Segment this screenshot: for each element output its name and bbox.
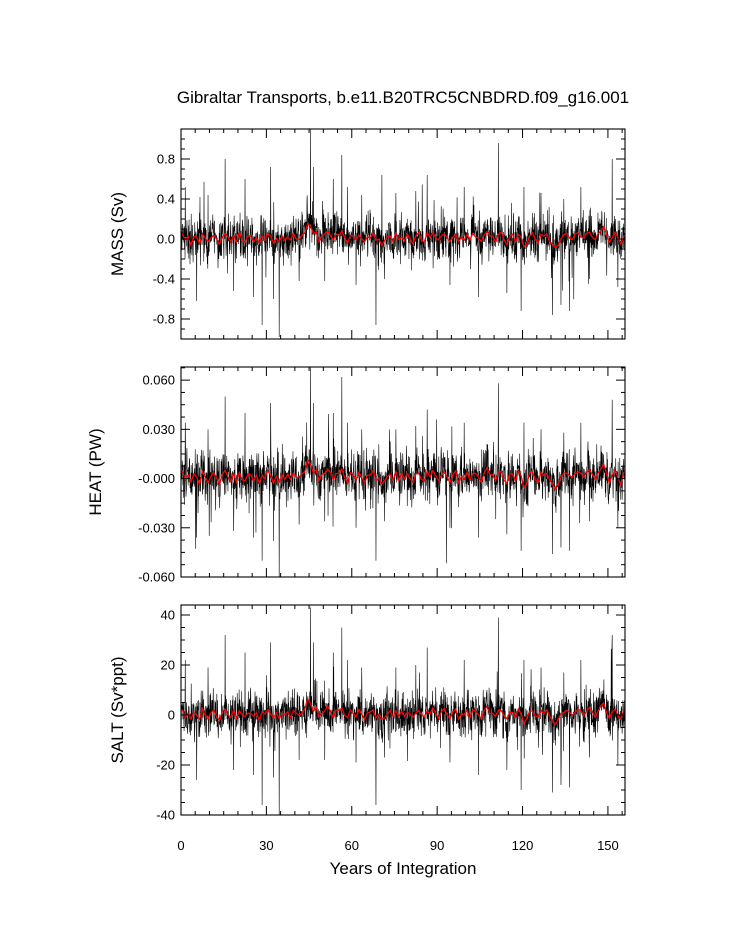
panel-heat-ytick-label: -0.060 (138, 570, 175, 585)
panel-heat-ytick-label: -0.000 (138, 471, 175, 486)
panel-heat-raw-series (181, 367, 625, 577)
panel-salt-ytick-label: 0 (168, 708, 175, 723)
panel-salt-raw-series (181, 607, 625, 815)
panel-salt-ytick-label: 20 (161, 658, 175, 673)
x-axis-label: Years of Integration (330, 859, 477, 878)
x-tick-label: 90 (430, 838, 444, 853)
x-tick-label: 60 (345, 838, 359, 853)
x-tick-label: 120 (512, 838, 534, 853)
x-tick-label: 0 (177, 838, 184, 853)
panel-heat-plot-area: 0.060 0.030 -0.000 -0.030 -0.060 (138, 366, 626, 585)
panel-salt: 40 20 0 -20 -40 SALT (Sv*ppt) (108, 604, 626, 823)
panel-salt-frame (180, 604, 626, 816)
panel-mass-ytick-label: 0.8 (157, 152, 175, 167)
panel-salt-ytick-label: -40 (156, 808, 175, 823)
panel-heat-frame (180, 366, 626, 578)
panel-heat: 0.060 0.030 -0.000 -0.030 -0.060 HEAT (PW) (86, 366, 626, 585)
panel-heat-ytick-label: -0.030 (138, 520, 175, 535)
panel-mass-ytick-label: 0.4 (157, 192, 175, 207)
panel-salt-ylabel: SALT (Sv*ppt) (108, 656, 127, 763)
panel-salt-smoothed-series (181, 697, 625, 726)
panel-mass-plot-area: 0.8 0.4 0.0 -0.4 -0.8 (153, 128, 626, 340)
panel-heat-ylabel: HEAT (PW) (86, 428, 105, 515)
panel-mass-smoothed-series (181, 222, 625, 249)
panel-salt-plot-area: 40 20 0 -20 -40 (156, 604, 626, 823)
panel-heat-ytick-label: 0.030 (142, 422, 175, 437)
panel-mass-raw-series (181, 129, 625, 338)
panel-heat-smoothed-series (181, 458, 625, 491)
panel-mass-frame (180, 128, 626, 340)
x-tick-label: 150 (597, 838, 619, 853)
panel-mass-ylabel: MASS (Sv) (108, 192, 127, 276)
x-tick-label: 30 (259, 838, 273, 853)
panel-mass-ytick-label: -0.4 (153, 272, 175, 287)
panel-mass: 0.8 0.4 0.0 -0.4 -0.8 MASS (Sv) (108, 128, 626, 340)
panel-mass-ytick-label: -0.8 (153, 312, 175, 327)
x-axis-tick-labels: 0 30 60 90 120 150 (177, 838, 618, 853)
panel-heat-ytick-label: 0.060 (142, 373, 175, 388)
chart-title: Gibraltar Transports, b.e11.B20TRC5CNBDR… (177, 88, 629, 107)
panel-salt-ytick-label: -20 (156, 758, 175, 773)
panel-mass-ytick-label: 0.0 (157, 232, 175, 247)
panel-salt-ytick-label: 40 (161, 608, 175, 623)
